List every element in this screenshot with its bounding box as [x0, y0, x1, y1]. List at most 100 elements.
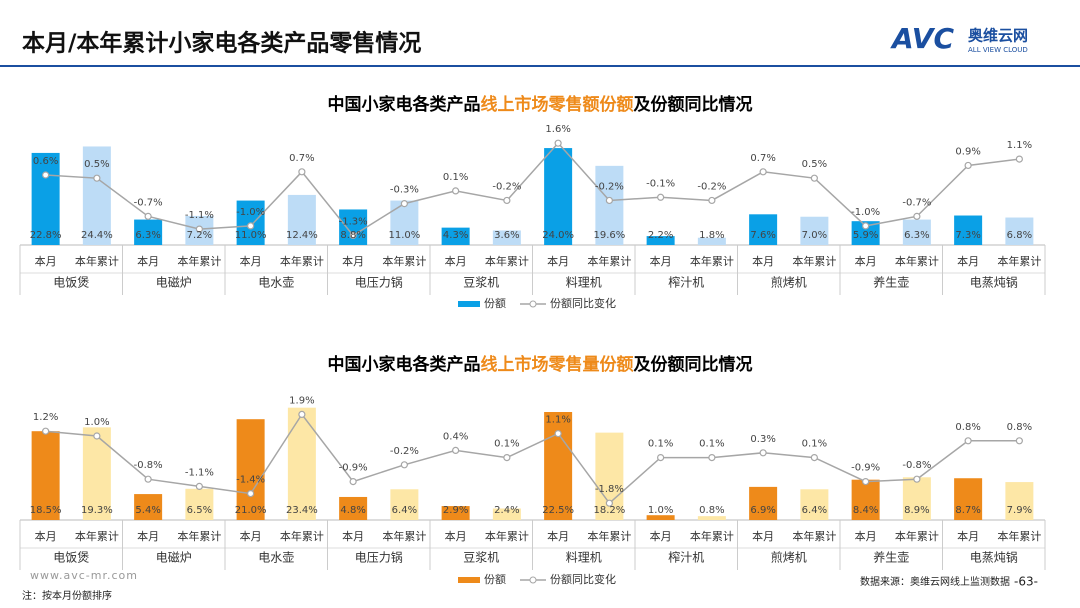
- bar-label: 6.9%: [750, 505, 775, 516]
- change-point: [862, 478, 870, 486]
- x-tick-label: 本月: [547, 254, 569, 268]
- x-tick-label: 本月: [855, 254, 877, 268]
- bar: [134, 494, 163, 520]
- change-point: [400, 200, 408, 208]
- change-label: -1.8%: [595, 484, 624, 495]
- site: www.avc-mr.com: [30, 569, 138, 582]
- x-tick-label: 本月: [342, 529, 364, 543]
- bar-label: 7.9%: [1007, 505, 1032, 516]
- x-tick-label: 本月: [855, 529, 877, 543]
- change-label: -0.9%: [339, 463, 368, 474]
- x-tick-label: 本月: [445, 529, 467, 543]
- group-label: 煎烤机: [771, 275, 807, 290]
- change-label: 0.1%: [802, 439, 827, 450]
- x-tick-label: 本年累计: [280, 529, 324, 543]
- bar: [441, 227, 470, 245]
- group-label: 电压力锅: [355, 275, 403, 290]
- bar-label: 6.5%: [187, 505, 212, 516]
- change-label: -1.0%: [851, 207, 880, 218]
- bar-label: 4.3%: [443, 230, 468, 241]
- legend-label: 份额同比变化: [550, 572, 616, 586]
- x-tick-label: 本年累计: [997, 529, 1041, 543]
- bar-label: 8.9%: [904, 505, 929, 516]
- change-label: 1.0%: [84, 417, 109, 428]
- change-point: [349, 478, 357, 486]
- bar: [646, 515, 675, 520]
- change-point: [605, 499, 613, 507]
- change-point: [913, 475, 921, 483]
- bar: [697, 237, 726, 245]
- change-point: [93, 432, 101, 440]
- change-point: [708, 196, 716, 205]
- slide-title: 本月/本年累计小家电各类产品零售情况: [22, 30, 421, 57]
- bar-label: 0.8%: [699, 505, 724, 516]
- group-label: 电水壶: [258, 275, 294, 290]
- legend-label: 份额: [484, 573, 506, 586]
- legend-label: 份额同比变化: [550, 296, 616, 310]
- change-label: 0.1%: [443, 172, 468, 183]
- x-tick-label: 本年累计: [792, 254, 836, 268]
- bar: [544, 148, 573, 245]
- change-label: 0.5%: [84, 159, 109, 170]
- bar: [492, 230, 521, 245]
- group-label: 电磁炉: [156, 550, 192, 565]
- bar: [595, 165, 624, 245]
- x-tick-label: 本年累计: [587, 254, 631, 268]
- x-tick-label: 本年累计: [75, 254, 119, 268]
- bar-label: 4.8%: [340, 505, 365, 516]
- change-label: 1.6%: [545, 124, 570, 135]
- change-label: 0.9%: [955, 146, 980, 157]
- change-label: 1.9%: [289, 395, 314, 406]
- bar-label: 22.8%: [30, 230, 62, 241]
- bar: [82, 427, 111, 520]
- change-label: -1.3%: [339, 216, 368, 227]
- chart-title: 中国小家电各类产品线上市场零售量份额及份额同比情况: [328, 354, 753, 375]
- page-number: -63-: [1014, 575, 1038, 589]
- x-tick-label: 本月: [752, 529, 774, 543]
- bar: [185, 488, 214, 520]
- bar: [800, 216, 829, 245]
- title-part: 线上市场零售额份额: [481, 94, 634, 115]
- change-point: [452, 446, 460, 454]
- change-point: [349, 231, 357, 240]
- x-tick-label: 本月: [547, 529, 569, 543]
- bar-label: 23.4%: [286, 505, 318, 516]
- title-part: 线上市场零售量份额: [481, 354, 634, 375]
- bar-label: 1.0%: [648, 505, 673, 516]
- title-part: 中国小家电各类产品: [328, 354, 481, 375]
- change-label: 1.1%: [1007, 140, 1032, 151]
- bar: [134, 219, 163, 245]
- change-point: [503, 196, 511, 205]
- change-label: 0.7%: [289, 153, 314, 164]
- change-point: [759, 168, 767, 176]
- x-tick-label: 本年累计: [997, 254, 1041, 268]
- bar: [800, 489, 829, 520]
- bar: [390, 200, 419, 245]
- group-label: 电饭煲: [53, 550, 89, 565]
- legend-label: 份额: [484, 297, 506, 310]
- change-point: [195, 225, 203, 233]
- x-tick-label: 本年累计: [690, 254, 734, 268]
- change-point: [400, 461, 408, 469]
- legend-swatch: [458, 301, 480, 307]
- source: 数据来源：奥维云网线上监测数据: [860, 575, 1010, 588]
- change-label: -0.2%: [492, 181, 521, 192]
- change-label: -0.2%: [697, 181, 726, 192]
- bar-label: 7.3%: [955, 230, 980, 241]
- legend-swatch: [458, 577, 480, 583]
- change-label: 0.8%: [955, 422, 980, 433]
- bar: [287, 407, 316, 520]
- bar-label: 8.4%: [853, 505, 878, 516]
- group-label: 煎烤机: [771, 550, 807, 565]
- note: 注：按本月份额排序: [22, 589, 112, 602]
- bar: [851, 221, 880, 245]
- bar-label: 18.2%: [593, 505, 625, 516]
- x-tick-label: 本月: [137, 254, 159, 268]
- x-tick-label: 本月: [650, 529, 672, 543]
- change-label: -1.0%: [236, 207, 265, 218]
- change-point: [144, 212, 152, 220]
- x-tick-label: 本月: [35, 529, 57, 543]
- change-label: 0.8%: [1007, 422, 1032, 433]
- x-tick-label: 本年累计: [485, 529, 529, 543]
- bar: [236, 419, 265, 520]
